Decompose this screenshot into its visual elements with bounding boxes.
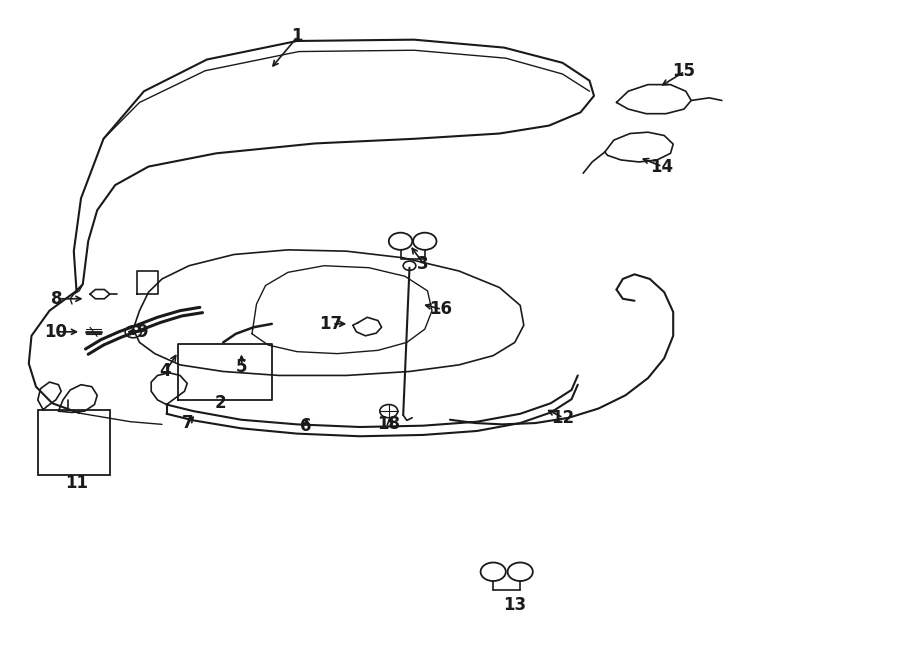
Text: 6: 6: [301, 417, 311, 436]
Text: 8: 8: [51, 290, 62, 308]
Text: 7: 7: [182, 414, 193, 432]
Text: 12: 12: [551, 408, 574, 427]
Text: 2: 2: [215, 394, 226, 412]
Text: 4: 4: [159, 362, 170, 381]
Text: 17: 17: [320, 315, 343, 333]
Text: 13: 13: [503, 596, 526, 614]
Text: 15: 15: [672, 62, 696, 81]
Bar: [38, 410, 110, 475]
Circle shape: [130, 330, 136, 334]
Text: 9: 9: [137, 323, 148, 341]
Text: 16: 16: [429, 300, 453, 319]
Text: 18: 18: [377, 415, 400, 434]
Text: 5: 5: [236, 358, 247, 376]
Text: 14: 14: [650, 157, 673, 176]
Text: 3: 3: [418, 255, 428, 274]
Text: 10: 10: [44, 323, 68, 341]
Text: 1: 1: [292, 27, 302, 46]
Text: 11: 11: [65, 473, 88, 492]
